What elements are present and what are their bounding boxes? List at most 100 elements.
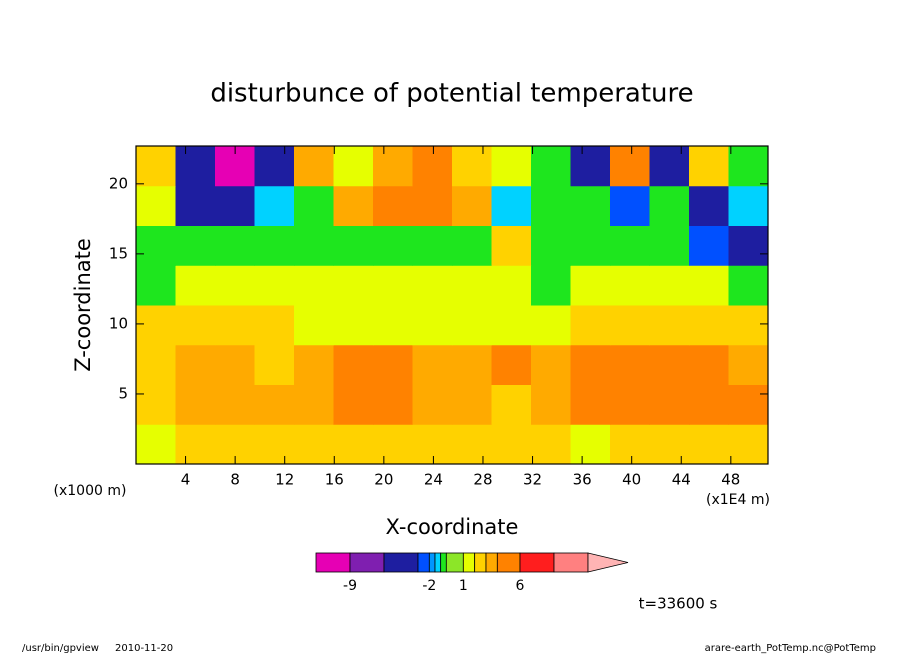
- footer-date: 2010-11-20: [115, 643, 173, 654]
- field-cell: [254, 424, 295, 465]
- field-cell: [294, 146, 334, 187]
- colorbar-segment: [496, 552, 521, 573]
- field-cell: [610, 185, 650, 226]
- field-cell: [610, 384, 650, 425]
- x-unit-label: (x1E4 m): [706, 492, 770, 508]
- field-cell: [728, 185, 769, 226]
- x-tick-label: 36: [573, 471, 592, 489]
- colorbar-segment: [417, 552, 430, 573]
- field-cell: [689, 225, 729, 266]
- field-cell: [649, 384, 690, 425]
- field-cell: [175, 225, 216, 266]
- x-tick-label: 40: [622, 471, 641, 489]
- field-cell: [452, 305, 492, 346]
- field-cell: [570, 384, 611, 425]
- x-tick-label: 24: [424, 471, 443, 489]
- field-cell: [452, 146, 492, 187]
- y-tick-label: 5: [118, 384, 128, 402]
- y-tick-label: 20: [109, 174, 128, 192]
- field-cell: [136, 146, 176, 187]
- field-cell: [412, 384, 453, 425]
- field-cell: [610, 225, 650, 266]
- x-tick-label: 4: [181, 471, 191, 489]
- field-cell: [491, 146, 532, 187]
- field-cell: [215, 305, 255, 346]
- field-cell: [254, 265, 295, 306]
- colorbar-segment: [434, 552, 442, 573]
- field-cell: [531, 185, 571, 226]
- field-cell: [373, 344, 413, 385]
- field-cell: [728, 344, 769, 385]
- field-cell: [294, 225, 334, 266]
- field-cell: [373, 225, 413, 266]
- field-cell: [294, 185, 334, 226]
- field-cell: [610, 344, 650, 385]
- field-cell: [175, 384, 216, 425]
- colorbar-segment: [462, 552, 476, 573]
- field-cell: [333, 305, 374, 346]
- field-cell: [175, 424, 216, 465]
- field: [136, 146, 769, 465]
- field-cell: [294, 424, 334, 465]
- colorbar-segment: [474, 552, 487, 573]
- x-tick-label: 12: [275, 471, 294, 489]
- field-cell: [610, 265, 650, 306]
- field-cell: [531, 225, 571, 266]
- field-cell: [136, 344, 176, 385]
- field-cell: [373, 265, 413, 306]
- field-cell: [452, 185, 492, 226]
- x-axis-label: X-coordinate: [386, 515, 519, 539]
- field-cell: [333, 185, 374, 226]
- field-cell: [689, 185, 729, 226]
- field-cell: [333, 384, 374, 425]
- field-cell: [412, 265, 453, 306]
- field-cell: [333, 344, 374, 385]
- field-cell: [136, 185, 176, 226]
- field-cell: [491, 424, 532, 465]
- field-cell: [175, 146, 216, 187]
- field-cell: [570, 185, 611, 226]
- field-cell: [452, 225, 492, 266]
- field-cell: [294, 344, 334, 385]
- field-cell: [491, 344, 532, 385]
- y-tick-label: 15: [109, 244, 128, 262]
- colorbar-tick-label: -2: [422, 578, 436, 594]
- colorbar-segment: [445, 552, 464, 573]
- field-cell: [531, 384, 571, 425]
- field-cell: [175, 185, 216, 226]
- field-cell: [254, 344, 295, 385]
- field-cell: [175, 344, 216, 385]
- field-cell: [531, 305, 571, 346]
- field-cell: [136, 305, 176, 346]
- colorbar-segment: [383, 552, 419, 573]
- y-tick-label: 10: [109, 314, 128, 332]
- footer-program: /usr/bin/gpview: [22, 643, 99, 654]
- plot-frame: [135, 145, 769, 465]
- time-label: t=33600 s: [639, 595, 718, 613]
- field-cell: [610, 424, 650, 465]
- field-cell: [294, 305, 334, 346]
- field-cell: [452, 344, 492, 385]
- field-cell: [531, 265, 571, 306]
- field-cell: [373, 185, 413, 226]
- field-cell: [373, 384, 413, 425]
- field-cell: [373, 146, 413, 187]
- field-cell: [689, 424, 729, 465]
- field-cell: [689, 344, 729, 385]
- field-cell: [412, 146, 453, 187]
- field-cell: [412, 225, 453, 266]
- field-cell: [254, 225, 295, 266]
- field-cell: [136, 384, 176, 425]
- field-cell: [175, 265, 216, 306]
- field-cell: [570, 265, 611, 306]
- colorbar-segment: [440, 552, 447, 573]
- field-cell: [649, 265, 690, 306]
- x-tick-label: 28: [473, 471, 492, 489]
- field-cell: [610, 305, 650, 346]
- field-cell: [452, 424, 492, 465]
- field-cell: [610, 146, 650, 187]
- x-tick-label: 48: [721, 471, 740, 489]
- field-cell: [531, 424, 571, 465]
- field-cell: [254, 185, 295, 226]
